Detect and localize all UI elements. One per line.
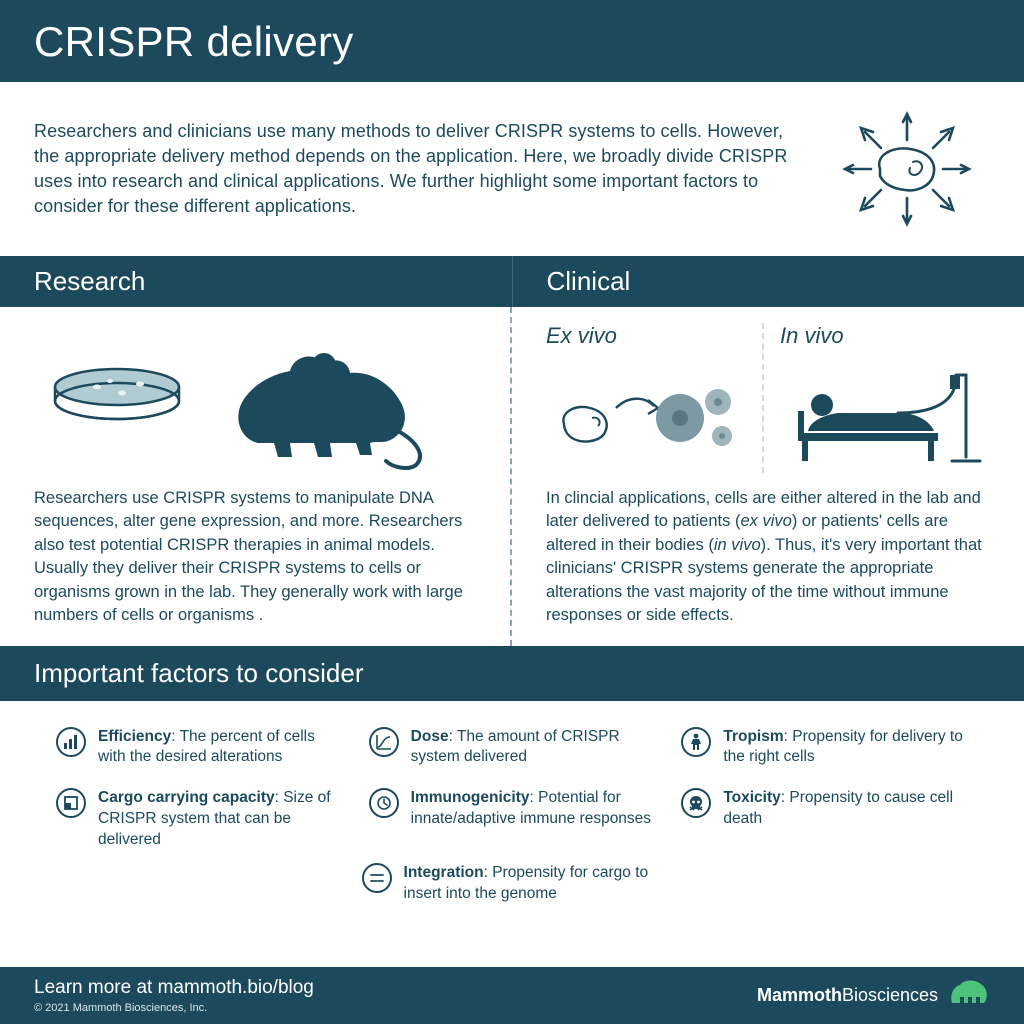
learn-more: Learn more at mammoth.bio/blog bbox=[34, 977, 314, 999]
factor-tropism: Tropism: Propensity for delivery to the … bbox=[681, 727, 968, 769]
clinical-column: Ex vivo bbox=[512, 307, 1024, 646]
person-icon bbox=[681, 727, 711, 757]
factor-cargo: Cargo carrying capacity: Size of CRISPR … bbox=[56, 788, 343, 851]
insert-icon bbox=[362, 863, 392, 893]
factors-grid: Efficiency: The percent of cells with th… bbox=[0, 701, 1024, 864]
research-column: Researchers use CRISPR systems to manipu… bbox=[0, 307, 512, 646]
invivo-block: In vivo bbox=[764, 323, 990, 473]
mouse-icon bbox=[220, 321, 430, 476]
clinical-subhead: Clinical bbox=[512, 256, 1024, 307]
patient-iv-icon bbox=[780, 359, 990, 473]
footer: Learn more at mammoth.bio/blog © 2021 Ma… bbox=[0, 967, 1024, 1024]
clinical-body-in: in vivo bbox=[714, 536, 761, 554]
factors-band: Important factors to consider bbox=[0, 646, 1024, 701]
cell-to-cells-icon bbox=[546, 359, 746, 473]
learn-more-url: mammoth.bio/blog bbox=[158, 977, 314, 998]
factor-text: Immunogenicity: Potential for innate/ada… bbox=[411, 788, 656, 830]
exvivo-block: Ex vivo bbox=[546, 323, 764, 473]
invivo-label: In vivo bbox=[780, 323, 990, 349]
exvivo-label: Ex vivo bbox=[546, 323, 746, 349]
subhead-row: Research Clinical bbox=[0, 256, 1024, 307]
factor-text: Integration: Propensity for cargo to ins… bbox=[404, 863, 663, 905]
factor-text: Efficiency: The percent of cells with th… bbox=[98, 727, 343, 769]
factor-toxicity: Toxicity: Propensity to cause cell death bbox=[681, 788, 968, 851]
bar-chart-icon bbox=[56, 727, 86, 757]
page-title: CRISPR delivery bbox=[34, 18, 990, 66]
clinical-body: In clincial applications, cells are eith… bbox=[546, 487, 990, 628]
factor-dose: Dose: The amount of CRISPR system delive… bbox=[369, 727, 656, 769]
footer-left: Learn more at mammoth.bio/blog © 2021 Ma… bbox=[34, 977, 314, 1014]
curve-icon bbox=[369, 727, 399, 757]
factor-text: Dose: The amount of CRISPR system delive… bbox=[411, 727, 656, 769]
box-icon bbox=[56, 788, 86, 818]
copyright: © 2021 Mammoth Biosciences, Inc. bbox=[34, 1002, 314, 1014]
clinical-top: Ex vivo bbox=[546, 323, 990, 473]
research-body: Researchers use CRISPR systems to manipu… bbox=[34, 487, 476, 628]
skull-icon bbox=[681, 788, 711, 818]
factor-text: Toxicity: Propensity to cause cell death bbox=[723, 788, 968, 830]
mammoth-logo-icon bbox=[946, 977, 990, 1014]
factor-integration: Integration: Propensity for cargo to ins… bbox=[362, 863, 663, 905]
columns: Researchers use CRISPR systems to manipu… bbox=[0, 307, 1024, 646]
title-band: CRISPR delivery bbox=[0, 0, 1024, 82]
clock-icon bbox=[369, 788, 399, 818]
research-graphic bbox=[34, 323, 476, 473]
factor-text: Cargo carrying capacity: Size of CRISPR … bbox=[98, 788, 343, 851]
factor-efficiency: Efficiency: The percent of cells with th… bbox=[56, 727, 343, 769]
cell-radiating-icon bbox=[820, 104, 990, 234]
research-subhead: Research bbox=[0, 256, 512, 307]
brand-text: MammothBiosciences bbox=[757, 985, 938, 1006]
intro-row: Researchers and clinicians use many meth… bbox=[0, 82, 1024, 256]
factors-last-row: Integration: Propensity for cargo to ins… bbox=[0, 863, 1024, 923]
brand: MammothBiosciences bbox=[757, 977, 990, 1014]
petri-dish-icon bbox=[42, 351, 192, 446]
intro-text: Researchers and clinicians use many meth… bbox=[34, 119, 792, 220]
factor-immunogenicity: Immunogenicity: Potential for innate/ada… bbox=[369, 788, 656, 851]
factor-text: Tropism: Propensity for delivery to the … bbox=[723, 727, 968, 769]
clinical-body-ex: ex vivo bbox=[740, 512, 791, 530]
learn-more-pre: Learn more at bbox=[34, 977, 158, 998]
